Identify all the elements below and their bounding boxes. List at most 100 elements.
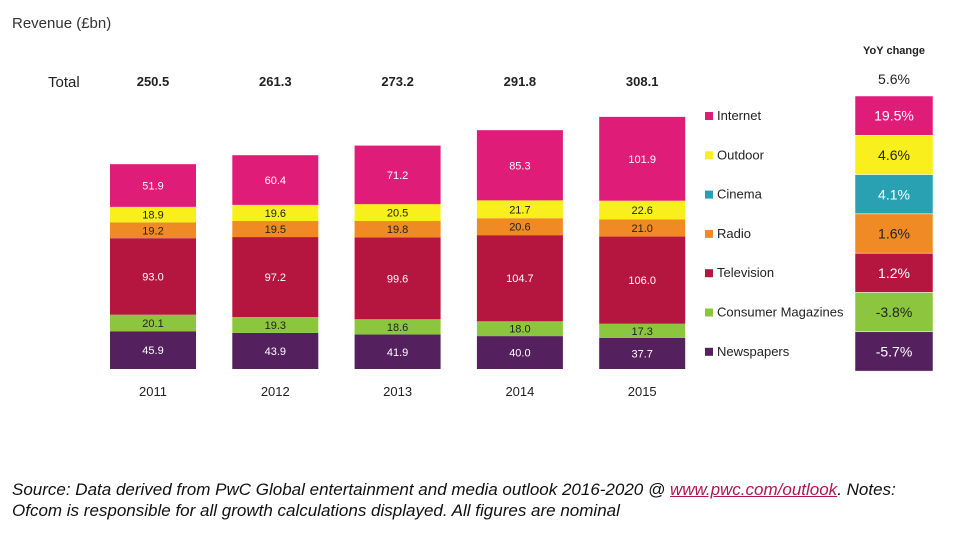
bars-group: 45.9 20.1 93.0 19.2 18.9 51.9 2011 250.5 43.9 19.… bbox=[110, 74, 686, 399]
bar-segment-radio-2015 bbox=[599, 219, 686, 237]
segment-label-newspapers-2014: 40.0 bbox=[509, 348, 530, 360]
bar-segment-radio-2011 bbox=[110, 222, 196, 239]
segment-label-radio-2015: 21.0 bbox=[631, 223, 652, 235]
segment-label-outdoor-2014: 21.7 bbox=[509, 204, 530, 216]
yoy-change-column: YoY change 5.6% 19.5% 4.6% 4.1% 1.6% 1.2% -3.8%… bbox=[854, 45, 934, 372]
segment-label-consumer-magazines-2014: 18.0 bbox=[509, 324, 530, 336]
segment-label-television-2014: 104.7 bbox=[506, 273, 534, 285]
segment-label-radio-2013: 19.8 bbox=[387, 224, 408, 236]
yoy-value-consumer-magazines: -3.8% bbox=[876, 304, 913, 320]
bar-segment-outdoor-2012 bbox=[232, 204, 319, 222]
bar-segment-radio-2012 bbox=[232, 221, 319, 238]
bar-segment-radio-2013 bbox=[354, 221, 441, 238]
segment-label-internet-2013: 71.2 bbox=[387, 170, 408, 182]
segment-label-radio-2014: 20.6 bbox=[509, 222, 530, 234]
legend-swatch-internet bbox=[705, 112, 713, 120]
stacked-bar-chart: Revenue (£bn) Total 45.9 20.1 93.0 19.2 18.9… bbox=[12, 15, 934, 399]
legend-swatch-radio bbox=[705, 229, 713, 238]
total-value-2012: 261.3 bbox=[259, 74, 292, 89]
legend-label-outdoor: Outdoor bbox=[717, 147, 765, 162]
yoy-value-newspapers: -5.7% bbox=[876, 343, 913, 359]
bar-segment-newspapers-2012 bbox=[232, 332, 319, 369]
segment-label-newspapers-2011: 45.9 bbox=[142, 345, 163, 357]
bar-segment-outdoor-2011 bbox=[110, 206, 196, 223]
segment-label-outdoor-2013: 20.5 bbox=[387, 208, 408, 220]
total-value-2011: 250.5 bbox=[137, 74, 170, 89]
legend-swatch-outdoor bbox=[705, 151, 713, 160]
yoy-box-consumer-magazines bbox=[854, 292, 934, 333]
bar-segment-television-2013 bbox=[354, 237, 441, 320]
legend-swatch-consumer-magazines bbox=[705, 308, 713, 317]
bar-segment-newspapers-2013 bbox=[354, 334, 441, 369]
bar-segment-consumer-magazines-2014 bbox=[476, 321, 563, 337]
yoy-box-outdoor bbox=[854, 135, 934, 175]
segment-label-outdoor-2011: 18.9 bbox=[142, 210, 163, 222]
legend-label-radio: Radio bbox=[717, 226, 751, 241]
bar-segment-internet-2011 bbox=[110, 164, 196, 207]
segment-label-consumer-magazines-2015: 17.3 bbox=[631, 326, 652, 338]
segment-label-newspapers-2012: 43.9 bbox=[265, 346, 286, 358]
legend: Internet Outdoor Cinema Radio Television Cons… bbox=[705, 108, 844, 359]
yoy-title: YoY change bbox=[863, 45, 925, 57]
x-tick-2015: 2015 bbox=[628, 384, 657, 399]
yoy-value-television: 1.2% bbox=[878, 265, 910, 281]
segment-label-newspapers-2013: 41.9 bbox=[387, 347, 408, 359]
segment-label-consumer-magazines-2011: 20.1 bbox=[142, 318, 163, 330]
segment-label-internet-2012: 60.4 bbox=[265, 175, 286, 187]
yoy-value-radio: 1.6% bbox=[878, 226, 910, 242]
legend-label-consumer-magazines: Consumer Magazines bbox=[717, 305, 844, 320]
yoy-box-newspapers bbox=[854, 331, 934, 372]
yoy-total-value: 5.6% bbox=[878, 71, 910, 87]
legend-swatch-cinema bbox=[705, 190, 713, 199]
bar-segment-internet-2014 bbox=[476, 130, 563, 201]
segment-label-consumer-magazines-2013: 18.6 bbox=[387, 322, 408, 334]
legend-swatch-newspapers bbox=[705, 347, 713, 356]
total-value-2014: 291.8 bbox=[504, 74, 537, 89]
yoy-box-cinema bbox=[854, 174, 934, 215]
total-value-2013: 273.2 bbox=[381, 74, 414, 89]
bar-segment-outdoor-2015 bbox=[599, 200, 686, 220]
legend-label-newspapers: Newspapers bbox=[717, 344, 790, 359]
bar-segment-consumer-magazines-2013 bbox=[354, 319, 441, 335]
segment-label-television-2011: 93.0 bbox=[142, 271, 163, 283]
pwc-outlook-link[interactable]: www.pwc.com/outlook bbox=[669, 480, 838, 499]
legend-label-cinema: Cinema bbox=[717, 187, 763, 202]
yoy-value-outdoor: 4.6% bbox=[878, 147, 910, 163]
footnote-prefix: Source: Data derived from PwC Global ent… bbox=[12, 480, 670, 499]
total-value-2015: 308.1 bbox=[626, 74, 659, 89]
bar-segment-internet-2013 bbox=[354, 145, 441, 205]
segment-label-consumer-magazines-2012: 19.3 bbox=[265, 320, 286, 332]
segment-label-radio-2011: 19.2 bbox=[142, 225, 163, 237]
total-row-label: Total bbox=[48, 74, 80, 91]
bar-segment-outdoor-2014 bbox=[476, 200, 563, 219]
segment-label-internet-2011: 51.9 bbox=[142, 181, 163, 193]
bar-segment-radio-2014 bbox=[476, 218, 563, 236]
bar-segment-television-2014 bbox=[476, 235, 563, 322]
bar-segment-internet-2012 bbox=[232, 155, 319, 205]
segment-label-television-2013: 99.6 bbox=[387, 273, 408, 285]
bar-segment-consumer-magazines-2012 bbox=[232, 317, 319, 333]
bar-segment-internet-2015 bbox=[599, 116, 686, 201]
segment-label-television-2012: 97.2 bbox=[265, 272, 286, 284]
bar-segment-television-2012 bbox=[232, 237, 319, 318]
bar-segment-television-2015 bbox=[599, 236, 686, 324]
legend-label-television: Television bbox=[717, 265, 774, 280]
bar-segment-television-2011 bbox=[110, 238, 196, 315]
segment-label-internet-2015: 101.9 bbox=[628, 154, 656, 166]
segment-label-outdoor-2015: 22.6 bbox=[631, 205, 652, 217]
yoy-value-cinema: 4.1% bbox=[878, 186, 910, 202]
segment-label-radio-2012: 19.5 bbox=[265, 224, 286, 236]
segment-label-newspapers-2015: 37.7 bbox=[631, 348, 652, 360]
segment-label-outdoor-2012: 19.6 bbox=[265, 208, 286, 220]
bar-segment-newspapers-2014 bbox=[476, 336, 563, 369]
yoy-box-radio bbox=[854, 213, 934, 254]
bar-segment-consumer-magazines-2011 bbox=[110, 314, 196, 332]
source-footnote: Source: Data derived from PwC Global ent… bbox=[12, 479, 942, 521]
x-tick-2012: 2012 bbox=[261, 384, 290, 399]
segment-label-internet-2014: 85.3 bbox=[509, 160, 530, 172]
x-tick-2011: 2011 bbox=[139, 384, 167, 399]
yoy-box-internet bbox=[854, 95, 934, 136]
legend-swatch-television bbox=[705, 269, 713, 278]
x-tick-2014: 2014 bbox=[505, 384, 534, 399]
bar-segment-newspapers-2015 bbox=[599, 337, 686, 369]
